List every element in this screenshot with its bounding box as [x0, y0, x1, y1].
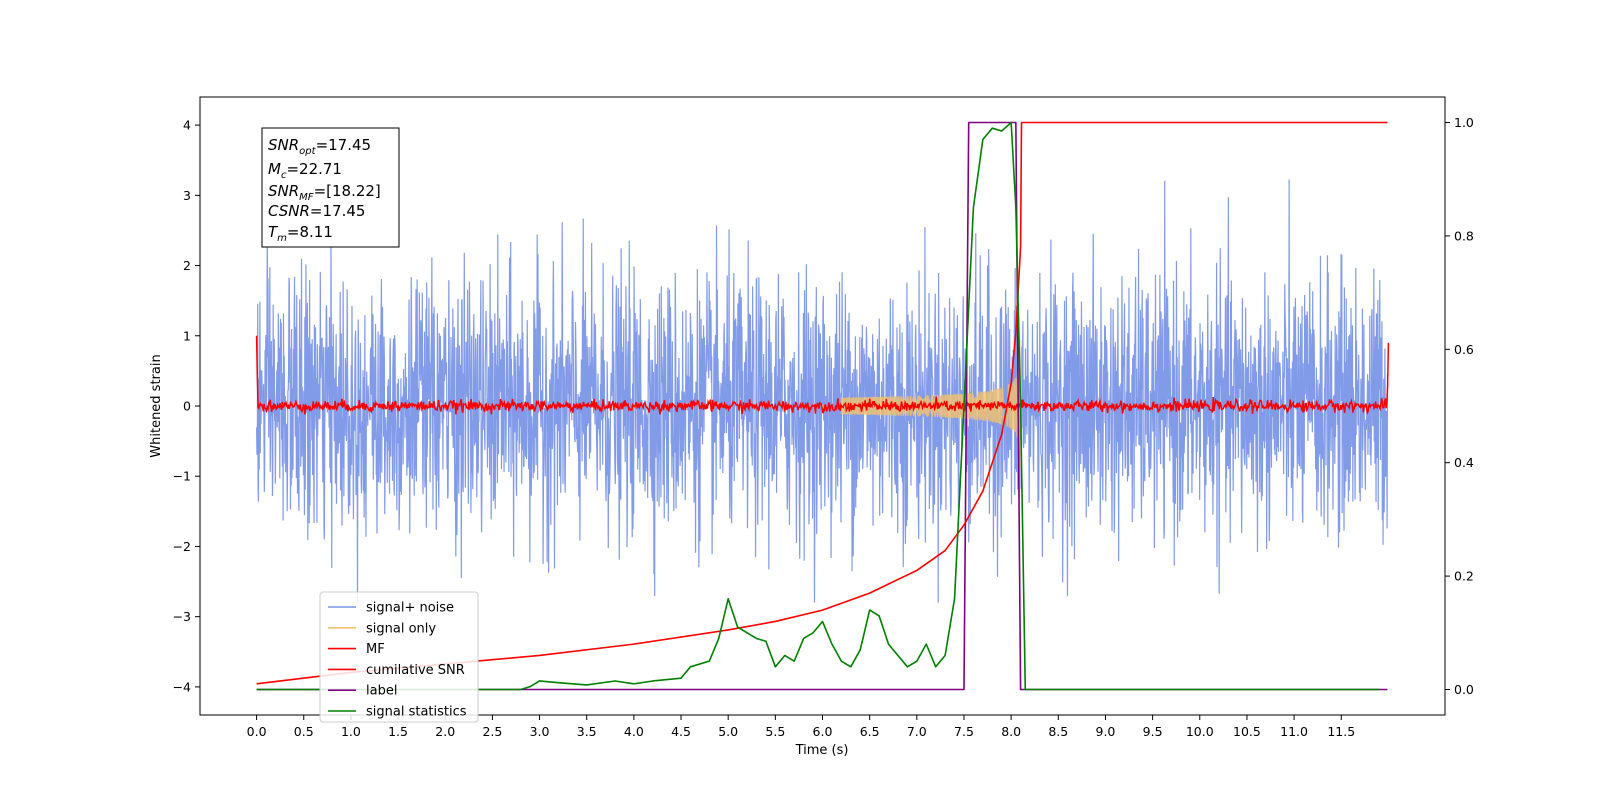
y-left-tick-label: 4 — [183, 118, 191, 133]
legend-label: label — [366, 684, 397, 699]
x-tick-label: 10.5 — [1233, 724, 1261, 739]
y-axis-label: Whitened strain — [149, 354, 164, 457]
x-tick-label: 4.0 — [624, 724, 644, 739]
x-tick-label: 9.0 — [1096, 724, 1116, 739]
metric-snr-mf: SNRMF=[18.22] — [268, 182, 381, 203]
y-right-tick-label: 0.0 — [1454, 682, 1474, 697]
series-signal-noise-line — [255, 179, 1389, 603]
x-tick-label: 2.0 — [435, 724, 455, 739]
x-tick-label: 1.0 — [341, 724, 361, 739]
legend-label: cumilative SNR — [366, 663, 465, 678]
y-right-tick-label: 1.0 — [1454, 115, 1474, 130]
y-left-tick-label: 0 — [183, 399, 191, 414]
x-tick-label: 7.5 — [954, 724, 974, 739]
x-tick-label: 0.0 — [247, 724, 267, 739]
x-tick-label: 0.5 — [294, 724, 314, 739]
legend: signal+ noise signal only MF cumilative SNR… — [319, 591, 479, 723]
legend-label: signal+ noise — [366, 601, 454, 616]
x-tick-label: 11.5 — [1327, 724, 1355, 739]
x-tick-label: 4.5 — [671, 724, 691, 739]
x-tick-label: 10.0 — [1186, 724, 1214, 739]
metric-snr-opt: SNRopt=17.45 — [268, 136, 371, 157]
y-right-tick-label: 0.8 — [1454, 228, 1474, 243]
x-tick-label: 7.0 — [907, 724, 927, 739]
x-tick-label: 3.0 — [530, 724, 550, 739]
y-left-tick-label: −4 — [173, 679, 191, 694]
series-signal-statistics-line — [256, 121, 1379, 691]
metric-csnr: CSNR=17.45 — [268, 202, 365, 220]
y-right-tick-label: 0.6 — [1454, 342, 1474, 357]
x-tick-label: 5.0 — [718, 724, 738, 739]
legend-label: MF — [366, 642, 385, 657]
x-tick-label: 8.0 — [1001, 724, 1021, 739]
y-left-tick-label: 2 — [183, 258, 191, 273]
metrics-annotation-box: SNRopt=17.45 Mc=22.71 SNRMF=[18.22] CSNR… — [261, 127, 400, 248]
series-cumulative-snr-line — [256, 121, 1388, 685]
legend-label: signal statistics — [366, 705, 467, 720]
metrics-box-frame — [261, 127, 400, 248]
x-tick-label: 11.0 — [1280, 724, 1308, 739]
x-tick-label: 1.5 — [388, 724, 408, 739]
x-axis-ticks: 0.0 0.5 1.0 1.5 2.0 2.5 3.0 3.5 4.0 4.5 5.0 5.5 6.0 6… — [247, 715, 1355, 739]
y-left-tick-label: 3 — [183, 188, 191, 203]
x-tick-label: 9.5 — [1143, 724, 1163, 739]
y-left-tick-label: −1 — [173, 469, 191, 484]
y-left-tick-label: −3 — [173, 609, 191, 624]
y-left-tick-label: 1 — [183, 328, 191, 343]
x-tick-label: 6.0 — [813, 724, 833, 739]
series-mf-line — [255, 335, 1390, 415]
metric-mc: Mc=22.71 — [268, 160, 342, 181]
legend-label: signal only — [366, 621, 436, 636]
x-tick-label: 2.5 — [482, 724, 502, 739]
y-left-tick-label: −2 — [173, 539, 191, 554]
y-right-tick-label: 0.2 — [1454, 569, 1474, 584]
y-axis-right-ticks: 1.0 0.8 0.6 0.4 0.2 0.0 — [1445, 115, 1474, 697]
legend-frame — [319, 591, 479, 723]
y-axis-left-ticks: 4 3 2 1 0 −1 −2 −3 −4 — [173, 118, 200, 694]
series-layer — [255, 121, 1390, 691]
x-tick-label: 8.5 — [1048, 724, 1068, 739]
x-axis-label: Time (s) — [795, 743, 849, 758]
x-tick-label: 6.5 — [860, 724, 880, 739]
metric-tm: Tm=8.11 — [268, 223, 333, 244]
y-right-tick-label: 0.4 — [1454, 455, 1474, 470]
x-tick-label: 3.5 — [577, 724, 597, 739]
x-tick-label: 5.5 — [765, 724, 785, 739]
